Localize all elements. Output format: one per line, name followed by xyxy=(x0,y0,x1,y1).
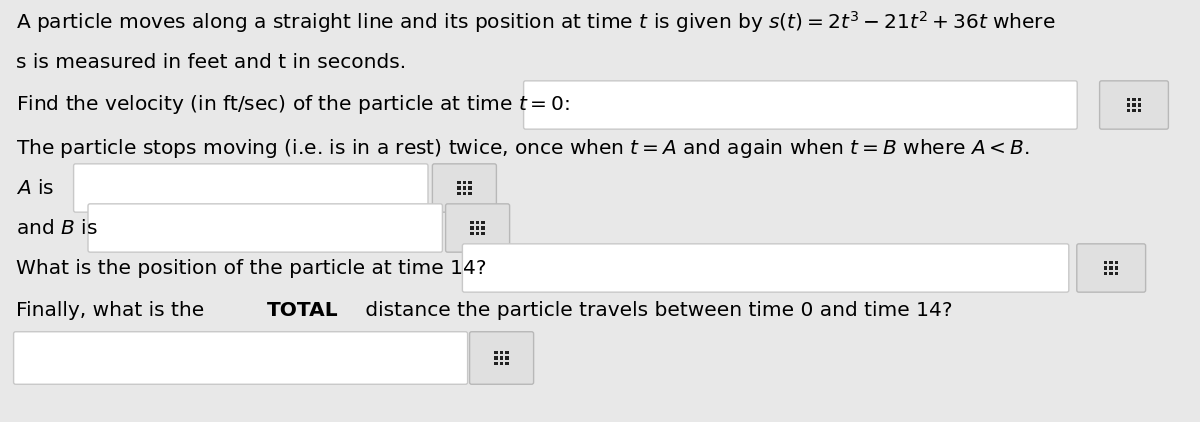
Bar xyxy=(470,232,474,235)
Bar xyxy=(463,192,466,195)
FancyBboxPatch shape xyxy=(1099,81,1169,129)
Bar xyxy=(500,362,503,365)
Bar xyxy=(470,221,474,224)
Bar xyxy=(1104,266,1108,270)
Bar xyxy=(1127,109,1130,112)
FancyBboxPatch shape xyxy=(523,81,1078,129)
Bar xyxy=(470,226,474,230)
FancyBboxPatch shape xyxy=(462,244,1069,292)
Bar xyxy=(457,181,461,184)
Bar xyxy=(1104,261,1108,264)
Text: Find the velocity (in ft/sec) of the particle at time $t = 0$:: Find the velocity (in ft/sec) of the par… xyxy=(16,94,570,116)
Bar xyxy=(468,186,472,190)
Text: $A$ is: $A$ is xyxy=(16,179,54,197)
Bar xyxy=(463,181,466,184)
FancyBboxPatch shape xyxy=(469,332,534,384)
Text: What is the position of the particle at time 14?: What is the position of the particle at … xyxy=(16,259,486,278)
Bar xyxy=(463,186,466,190)
Bar xyxy=(476,221,479,224)
FancyBboxPatch shape xyxy=(432,164,497,212)
Bar xyxy=(494,362,498,365)
Bar xyxy=(1115,272,1118,275)
FancyBboxPatch shape xyxy=(445,204,510,252)
Bar xyxy=(476,226,479,230)
Bar xyxy=(481,226,485,230)
FancyBboxPatch shape xyxy=(88,204,443,252)
Bar xyxy=(505,356,509,360)
Bar xyxy=(468,181,472,184)
Bar xyxy=(1110,266,1112,270)
Text: Finally, what is the: Finally, what is the xyxy=(16,300,210,319)
Bar xyxy=(1115,266,1118,270)
Bar xyxy=(476,232,479,235)
Bar xyxy=(1115,261,1118,264)
Text: A particle moves along a straight line and its position at time $t$ is given by : A particle moves along a straight line a… xyxy=(16,9,1055,35)
Bar xyxy=(1104,272,1108,275)
Bar xyxy=(468,192,472,195)
Text: distance the particle travels between time 0 and time 14?: distance the particle travels between ti… xyxy=(359,300,953,319)
Bar xyxy=(481,232,485,235)
Bar xyxy=(500,351,503,354)
Bar xyxy=(1127,103,1130,107)
Bar xyxy=(1110,272,1112,275)
Bar xyxy=(1133,103,1135,107)
Bar xyxy=(505,362,509,365)
Bar xyxy=(457,186,461,190)
Text: The particle stops moving (i.e. is in a rest) twice, once when $t = A$ and again: The particle stops moving (i.e. is in a … xyxy=(16,136,1030,160)
Bar xyxy=(494,356,498,360)
Bar xyxy=(1138,98,1141,101)
Bar xyxy=(494,351,498,354)
Text: s is measured in feet and t in seconds.: s is measured in feet and t in seconds. xyxy=(16,52,406,71)
Bar xyxy=(481,221,485,224)
Bar xyxy=(1138,109,1141,112)
Bar xyxy=(1138,103,1141,107)
Text: and $B$ is: and $B$ is xyxy=(16,219,97,238)
Bar xyxy=(500,356,503,360)
Bar xyxy=(457,192,461,195)
Text: TOTAL: TOTAL xyxy=(266,300,338,319)
Bar xyxy=(1133,98,1135,101)
Bar xyxy=(505,351,509,354)
Bar xyxy=(1127,98,1130,101)
FancyBboxPatch shape xyxy=(73,164,428,212)
Bar xyxy=(1133,109,1135,112)
FancyBboxPatch shape xyxy=(1076,244,1146,292)
Bar xyxy=(1110,261,1112,264)
FancyBboxPatch shape xyxy=(13,332,468,384)
